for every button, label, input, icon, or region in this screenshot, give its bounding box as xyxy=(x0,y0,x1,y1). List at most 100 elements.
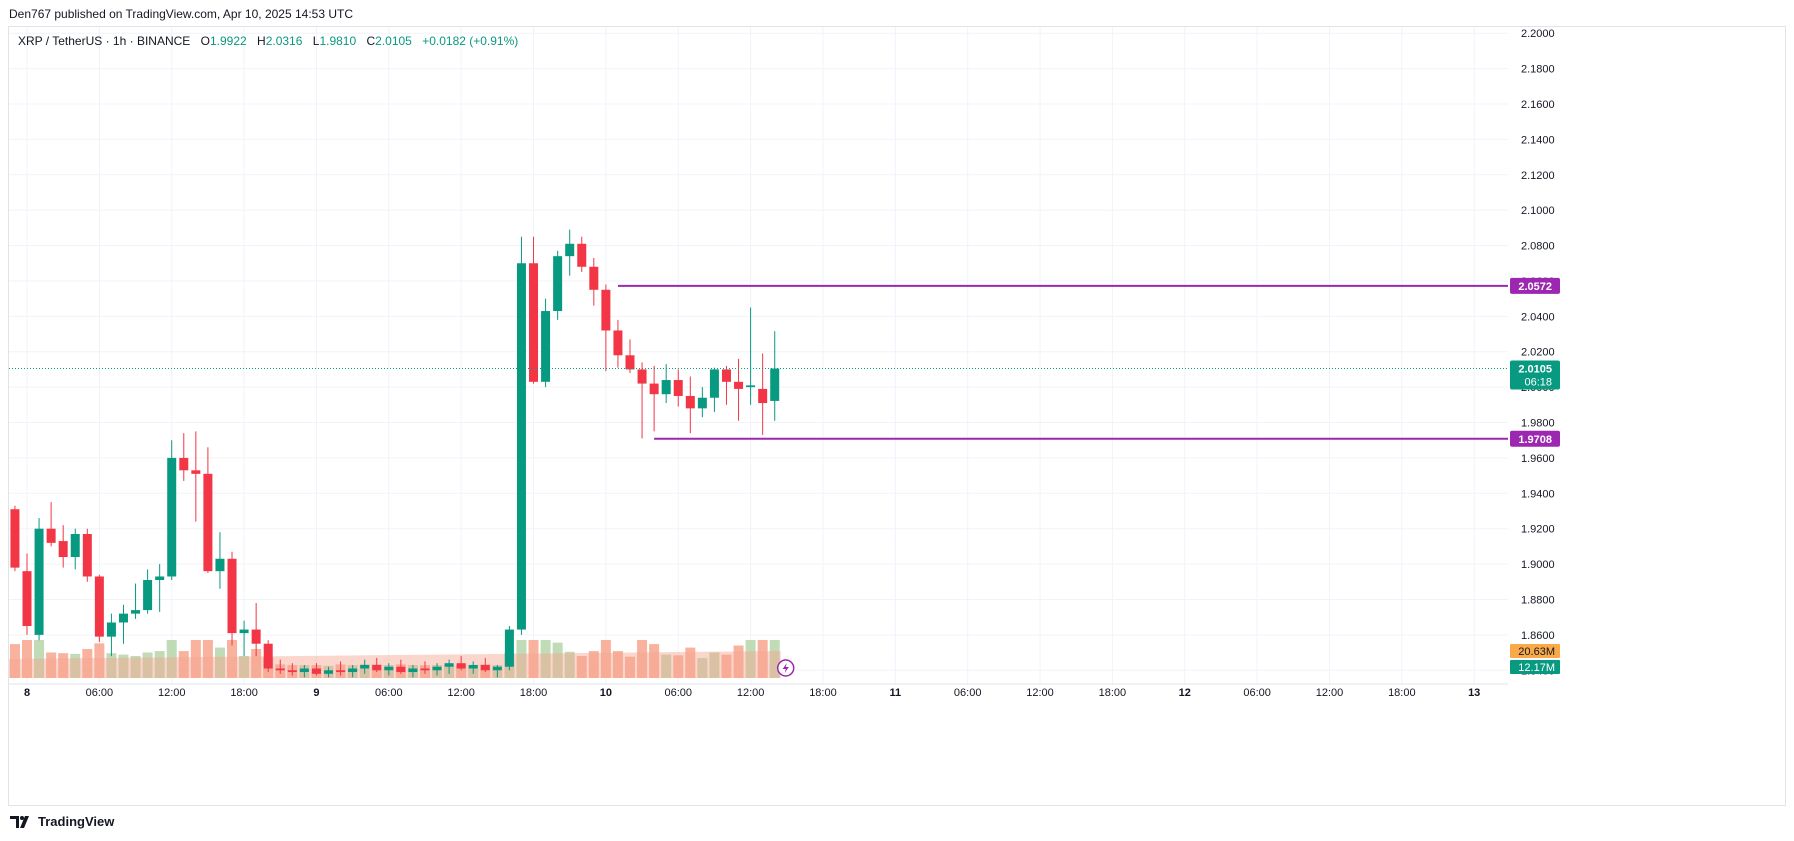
volume-bar xyxy=(757,640,768,678)
volume-bar xyxy=(70,653,81,678)
candle xyxy=(468,661,478,674)
candle-body xyxy=(299,668,309,673)
open-value: 1.9922 xyxy=(209,34,247,48)
close-value: 2.0105 xyxy=(375,34,412,48)
volume-ma-area xyxy=(9,651,781,678)
candle-body xyxy=(673,380,683,396)
volume-bar xyxy=(22,640,32,678)
y-tick-label: 2.1400 xyxy=(1521,134,1555,146)
candle-body xyxy=(589,266,599,290)
x-tick-label: 12:00 xyxy=(1316,687,1344,699)
candle-body xyxy=(770,368,780,401)
y-tick-label: 1.8800 xyxy=(1521,594,1555,606)
candle-body xyxy=(697,397,707,409)
candle-body xyxy=(444,663,454,667)
candle-body xyxy=(372,664,382,671)
lightning-glyph xyxy=(782,663,789,673)
candle xyxy=(215,532,225,589)
candle-body xyxy=(553,256,563,312)
volume-bar xyxy=(528,640,539,678)
candle-body xyxy=(70,534,80,558)
y-tick-label: 1.9200 xyxy=(1521,524,1555,536)
candle-body xyxy=(94,576,104,637)
candle xyxy=(336,661,346,676)
volume-bar xyxy=(46,652,57,678)
candle-body xyxy=(746,385,756,388)
candle xyxy=(239,620,249,657)
candle-body xyxy=(541,311,551,382)
candle-body xyxy=(167,457,177,577)
chart-legend: XRP / TetherUS · 1h · BINANCE O1.9922 H2… xyxy=(18,34,518,48)
symbol-label[interactable]: XRP / TetherUS · 1h · BINANCE xyxy=(18,34,191,48)
volume-bar xyxy=(625,656,635,678)
volume-bar xyxy=(58,653,69,678)
candle-body xyxy=(721,369,731,382)
x-tick-label: 18:00 xyxy=(1388,687,1416,699)
tradingview-footer[interactable]: TradingView xyxy=(10,814,114,829)
candle xyxy=(299,664,309,678)
candle xyxy=(408,664,418,678)
x-tick-label: 18:00 xyxy=(520,687,548,699)
candle xyxy=(661,364,671,404)
candle-body xyxy=(420,668,430,671)
candle-body xyxy=(613,330,623,356)
candle-body xyxy=(432,666,442,671)
candle-body xyxy=(348,668,358,673)
candle xyxy=(456,656,466,671)
candle xyxy=(721,365,731,405)
low-label: L xyxy=(312,34,320,48)
y-tick-label: 1.9400 xyxy=(1521,488,1555,500)
candle xyxy=(143,569,153,614)
level-price-label: 1.9708 xyxy=(1518,434,1552,446)
x-tick-label: 06:00 xyxy=(954,687,982,699)
volume-bar xyxy=(94,643,105,678)
volume-bar xyxy=(130,656,141,678)
candle-body xyxy=(734,381,744,389)
level-price-tag xyxy=(1510,430,1560,447)
volume-bar xyxy=(178,651,189,678)
candle xyxy=(58,525,68,568)
chart-frame xyxy=(8,26,1786,806)
candle-body xyxy=(287,670,297,673)
volume-bar xyxy=(540,640,551,678)
y-tick-label: 2.1600 xyxy=(1521,99,1555,111)
y-tick-label: 1.8600 xyxy=(1521,630,1555,642)
x-tick-label: 11 xyxy=(889,687,901,699)
volume-bar xyxy=(637,640,648,678)
x-tick-label: 18:00 xyxy=(230,687,258,699)
candle xyxy=(155,564,165,612)
price-chart[interactable]: 2.2000 2.1800 2.1600 2.1400 2.1200 2.1000 2.08… xyxy=(0,0,1794,806)
countdown-label: 06:18 xyxy=(1524,377,1552,389)
volume-current-tag xyxy=(1510,660,1560,674)
candle-body xyxy=(191,470,201,474)
volume-bar xyxy=(709,652,720,678)
candle xyxy=(577,236,587,273)
volume-bar xyxy=(142,652,153,678)
candle xyxy=(565,229,575,276)
candle xyxy=(191,431,201,522)
candle-body xyxy=(10,509,20,568)
volume-ma-label: 20.63M xyxy=(1518,646,1555,658)
last-price-label: 2.0105 xyxy=(1518,364,1552,376)
candle-body xyxy=(46,528,56,543)
y-tick-label: 2.1000 xyxy=(1521,205,1555,217)
candle xyxy=(324,666,333,678)
x-tick-label: 13 xyxy=(1468,687,1480,699)
candle xyxy=(529,236,539,384)
volume-bar xyxy=(733,645,744,678)
candle xyxy=(118,604,128,644)
candle-body xyxy=(336,670,346,673)
candle xyxy=(625,339,635,373)
candle xyxy=(553,250,563,320)
y-tick-label: 1.9000 xyxy=(1521,559,1555,571)
candle-body xyxy=(709,369,719,398)
y-tick-label: 2.0800 xyxy=(1521,241,1555,253)
candle xyxy=(746,307,756,405)
candle xyxy=(649,365,659,432)
candle xyxy=(420,661,430,674)
candle xyxy=(167,440,177,581)
candle-body xyxy=(408,668,418,673)
brand-name: TradingView xyxy=(38,814,115,829)
volume-bar xyxy=(600,640,611,678)
candle xyxy=(697,387,707,418)
